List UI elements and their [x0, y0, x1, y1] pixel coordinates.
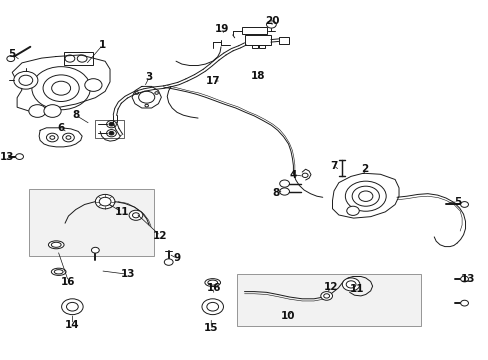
Circle shape — [106, 130, 116, 137]
Text: 10: 10 — [281, 311, 295, 321]
Circle shape — [95, 194, 115, 209]
Bar — [95, 120, 123, 138]
Text: 3: 3 — [145, 72, 152, 82]
Ellipse shape — [204, 279, 220, 287]
Text: 5: 5 — [454, 197, 461, 207]
Circle shape — [14, 71, 38, 89]
Text: 16: 16 — [61, 276, 76, 287]
Circle shape — [61, 299, 83, 315]
Circle shape — [46, 133, 58, 142]
Text: 16: 16 — [206, 283, 221, 293]
Circle shape — [7, 56, 15, 62]
Circle shape — [84, 79, 102, 91]
Circle shape — [460, 276, 468, 282]
Bar — [259, 45, 264, 48]
Text: 19: 19 — [215, 24, 229, 34]
Bar — [237, 274, 420, 326]
Text: 13: 13 — [121, 269, 135, 279]
Ellipse shape — [51, 268, 66, 275]
Text: 13: 13 — [0, 152, 15, 162]
Bar — [252, 45, 258, 48]
Text: 1: 1 — [99, 40, 106, 50]
Circle shape — [62, 133, 74, 142]
Circle shape — [164, 259, 173, 265]
Bar — [63, 52, 93, 66]
Text: 12: 12 — [324, 282, 338, 292]
Text: 2: 2 — [360, 164, 367, 174]
Bar — [242, 27, 267, 34]
Circle shape — [342, 278, 359, 291]
Text: 14: 14 — [65, 320, 80, 330]
Circle shape — [16, 154, 23, 159]
Circle shape — [109, 122, 114, 126]
Text: 6: 6 — [58, 123, 64, 133]
Circle shape — [279, 180, 289, 187]
Circle shape — [109, 131, 114, 135]
Text: 20: 20 — [265, 16, 280, 26]
Circle shape — [106, 121, 116, 128]
Text: 18: 18 — [250, 71, 265, 81]
Circle shape — [91, 247, 99, 253]
Text: 17: 17 — [205, 76, 220, 86]
Circle shape — [460, 300, 468, 306]
Circle shape — [460, 202, 468, 207]
Circle shape — [202, 299, 223, 315]
Text: 9: 9 — [173, 253, 180, 264]
Bar — [245, 35, 270, 45]
Text: 11: 11 — [115, 207, 129, 217]
Text: 4: 4 — [289, 170, 297, 180]
Text: 7: 7 — [329, 161, 337, 171]
Bar — [29, 189, 154, 256]
Text: 15: 15 — [203, 323, 218, 333]
Circle shape — [266, 21, 276, 28]
Circle shape — [44, 105, 61, 117]
Text: 11: 11 — [349, 284, 364, 294]
Text: 13: 13 — [460, 274, 475, 284]
Circle shape — [279, 188, 289, 195]
Text: 8: 8 — [272, 188, 279, 198]
Ellipse shape — [48, 241, 64, 249]
Circle shape — [320, 292, 332, 300]
Circle shape — [129, 210, 142, 220]
Text: 5: 5 — [9, 49, 16, 59]
Bar — [278, 37, 289, 44]
Circle shape — [346, 206, 359, 215]
Text: 12: 12 — [153, 231, 167, 241]
Circle shape — [29, 105, 46, 117]
Text: 8: 8 — [72, 110, 79, 120]
